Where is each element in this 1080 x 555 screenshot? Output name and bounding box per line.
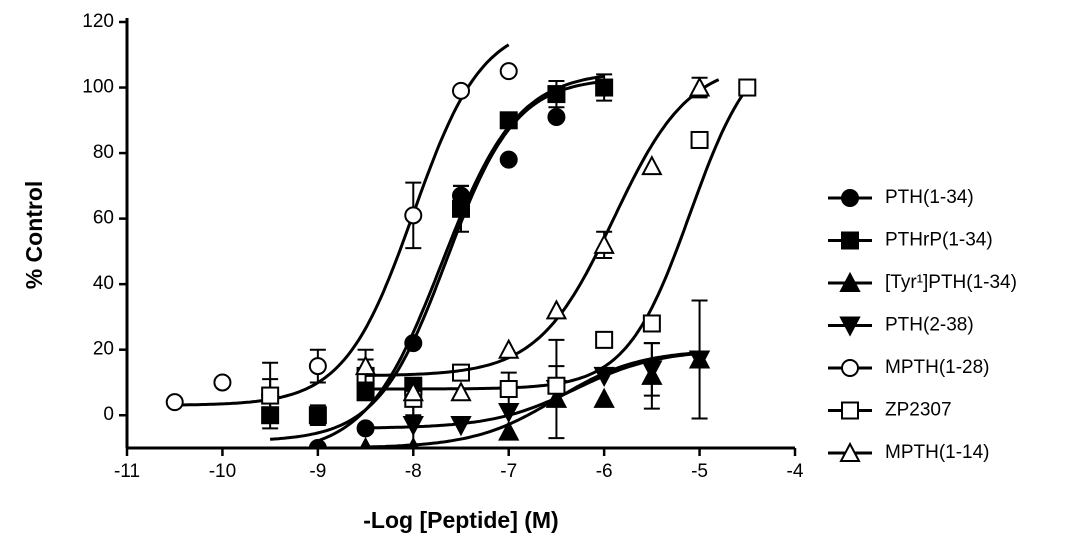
y-tick-label: 20 [93, 339, 114, 360]
x-tick-label: -10 [209, 461, 236, 482]
data-point [547, 108, 566, 127]
data-point [595, 330, 614, 349]
y-tick-label: 80 [93, 142, 114, 163]
legend-marker [841, 189, 859, 207]
data-point [452, 199, 470, 218]
legend-label: ZP2307 [885, 400, 952, 421]
plot-area [165, 43, 757, 448]
data-point [450, 381, 472, 402]
legend-label: PTHrP(1-34) [885, 230, 993, 251]
x-tick-label: -6 [596, 461, 613, 482]
data-point [165, 393, 184, 412]
data-point [261, 386, 280, 405]
y-tick-label: 0 [103, 404, 114, 425]
legend-marker [839, 271, 861, 292]
data-point [213, 373, 232, 392]
x-tick-label: -11 [114, 461, 140, 482]
data-point [498, 420, 520, 441]
y-axis-label: % Control [21, 181, 47, 290]
x-tick-label: -5 [691, 461, 708, 482]
y-tick-label: 60 [93, 208, 114, 229]
legend-label: PTH(1-34) [885, 187, 974, 208]
fit-curve [174, 43, 510, 407]
data-point [595, 78, 614, 97]
data-point [402, 381, 424, 402]
data-point [738, 78, 757, 97]
x-tick-label: -4 [787, 461, 804, 482]
data-point [308, 406, 327, 425]
data-point [499, 380, 518, 399]
legend-marker [841, 231, 859, 250]
y-tick-label: 100 [82, 77, 114, 98]
x-axis-label: -Log [Peptide] (M) [363, 507, 558, 533]
data-point [499, 62, 518, 81]
data-point [404, 206, 423, 225]
legend-marker [839, 441, 861, 462]
data-point [688, 350, 711, 371]
data-point [498, 338, 520, 359]
legend-label: MPTH(1-14) [885, 442, 990, 463]
data-point [593, 233, 615, 254]
legend-marker [841, 401, 859, 420]
data-point [641, 155, 663, 176]
data-point [499, 150, 518, 169]
legend-marker [839, 316, 861, 337]
x-tick-label: -7 [500, 461, 517, 482]
data-point [547, 85, 566, 104]
y-tick-label: 40 [93, 273, 114, 294]
fit-curve [365, 78, 720, 377]
data-point [593, 387, 615, 408]
data-point [642, 314, 661, 333]
data-point [308, 439, 327, 448]
data-point [402, 416, 424, 437]
x-tick-label: -8 [405, 461, 422, 482]
data-point [688, 76, 711, 97]
data-point [452, 81, 470, 100]
data-point [641, 360, 663, 381]
data-point [690, 130, 709, 149]
data-point [308, 357, 327, 376]
legend-label: [Tyr¹]PTH(1-34) [885, 272, 1017, 293]
data-point [450, 416, 472, 437]
legend-label: MPTH(1-28) [885, 357, 990, 378]
data-point [354, 354, 377, 376]
data-point [547, 376, 566, 395]
legend-label: PTH(2-38) [885, 315, 974, 336]
data-point [545, 299, 568, 320]
legend-marker [841, 359, 859, 377]
y-tick-label: 120 [82, 11, 114, 32]
data-point [499, 111, 518, 130]
x-tick-label: -9 [309, 461, 326, 482]
